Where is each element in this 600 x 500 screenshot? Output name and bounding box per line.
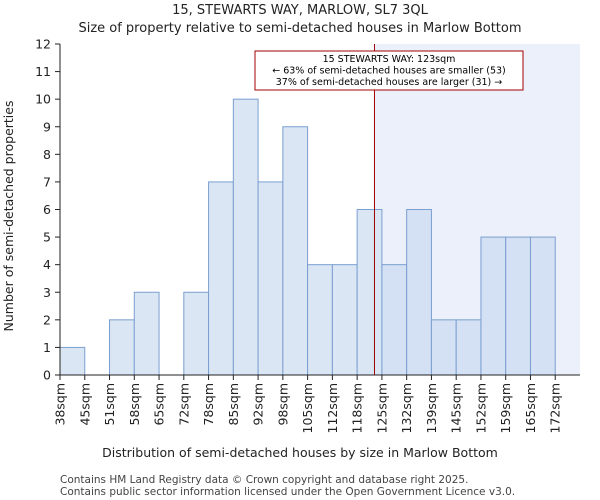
annotation-box: [254, 50, 524, 91]
y-tick-label: 1: [43, 340, 51, 355]
footer-line-2: Contains public sector information licen…: [60, 486, 516, 498]
y-tick-label: 11: [35, 64, 51, 79]
bar-112sqm: [331, 264, 358, 376]
y-tick-label: 12: [35, 37, 51, 52]
bar-98sqm: [282, 126, 309, 376]
y-tick-label: 8: [43, 147, 51, 162]
x-axis-label: Distribution of semi-detached houses by …: [102, 445, 498, 460]
x-tick-label: 58sqm: [127, 383, 142, 426]
bar-105sqm: [307, 264, 333, 376]
y-tick-label: 9: [43, 119, 51, 134]
bar-125sqm: [381, 264, 408, 376]
x-tick-label: 92sqm: [251, 383, 266, 426]
bar-139sqm: [430, 319, 457, 376]
annotation-line-3: 37% of semi-detached houses are larger (…: [276, 77, 503, 88]
x-tick-label: 78sqm: [201, 383, 216, 426]
x-tick-label: 45sqm: [77, 383, 92, 426]
y-tick-label: 0: [43, 368, 51, 383]
x-tick-label: 139sqm: [424, 383, 439, 433]
y-tick-label: 5: [43, 230, 51, 245]
x-tick-label: 98sqm: [275, 383, 290, 426]
y-tick-label: 4: [43, 257, 51, 272]
x-tick-label: 65sqm: [152, 383, 167, 426]
x-tick-label: 172sqm: [548, 383, 563, 433]
y-axis-label: Number of semi-detached properties: [1, 101, 16, 332]
x-tick-label: 72sqm: [176, 383, 191, 426]
bar-165sqm: [529, 236, 556, 376]
bar-145sqm: [455, 319, 482, 376]
bar-78sqm: [208, 181, 234, 376]
y-tick-label: 7: [43, 174, 51, 189]
bar-92sqm: [257, 181, 284, 376]
chart: 15, STEWARTS WAY, MARLOW, SL7 3QL Size o…: [1, 3, 580, 460]
y-tick-label: 6: [43, 202, 51, 217]
chart-title: 15, STEWARTS WAY, MARLOW, SL7 3QL: [172, 3, 429, 18]
x-tick-label: 85sqm: [226, 383, 241, 426]
bar-159sqm: [505, 236, 531, 376]
bar-38sqm: [59, 346, 86, 376]
annotation-line-1: 15 STEWARTS WAY: 123sqm: [323, 54, 456, 65]
bar-51sqm: [109, 319, 135, 376]
x-tick-label: 118sqm: [350, 383, 365, 433]
y-tick-label: 2: [43, 312, 51, 327]
bar-58sqm: [133, 291, 160, 376]
y-tick-label: 3: [43, 285, 51, 300]
x-tick-label: 105sqm: [300, 383, 315, 433]
x-tick-label: 145sqm: [449, 383, 464, 433]
bar-118sqm: [356, 209, 383, 376]
x-tick-label: 159sqm: [498, 383, 513, 433]
bar-85sqm: [232, 98, 259, 376]
x-tick-label: 132sqm: [399, 383, 414, 433]
bar-132sqm: [406, 209, 432, 376]
x-tick-label: 38sqm: [53, 383, 68, 426]
annotation-line-2: ← 63% of semi-detached houses are smalle…: [272, 66, 506, 77]
footer-line-1: Contains HM Land Registry data © Crown c…: [60, 474, 469, 486]
x-tick-label: 125sqm: [374, 383, 389, 433]
x-tick-label: 112sqm: [325, 383, 340, 433]
chart-subtitle: Size of property relative to semi-detach…: [78, 21, 521, 36]
bar-72sqm: [183, 291, 210, 376]
y-tick-label: 10: [35, 92, 51, 107]
x-tick-label: 51sqm: [102, 383, 117, 426]
bar-152sqm: [480, 236, 507, 376]
x-tick-label: 152sqm: [473, 383, 488, 433]
x-tick-label: 165sqm: [523, 383, 538, 433]
